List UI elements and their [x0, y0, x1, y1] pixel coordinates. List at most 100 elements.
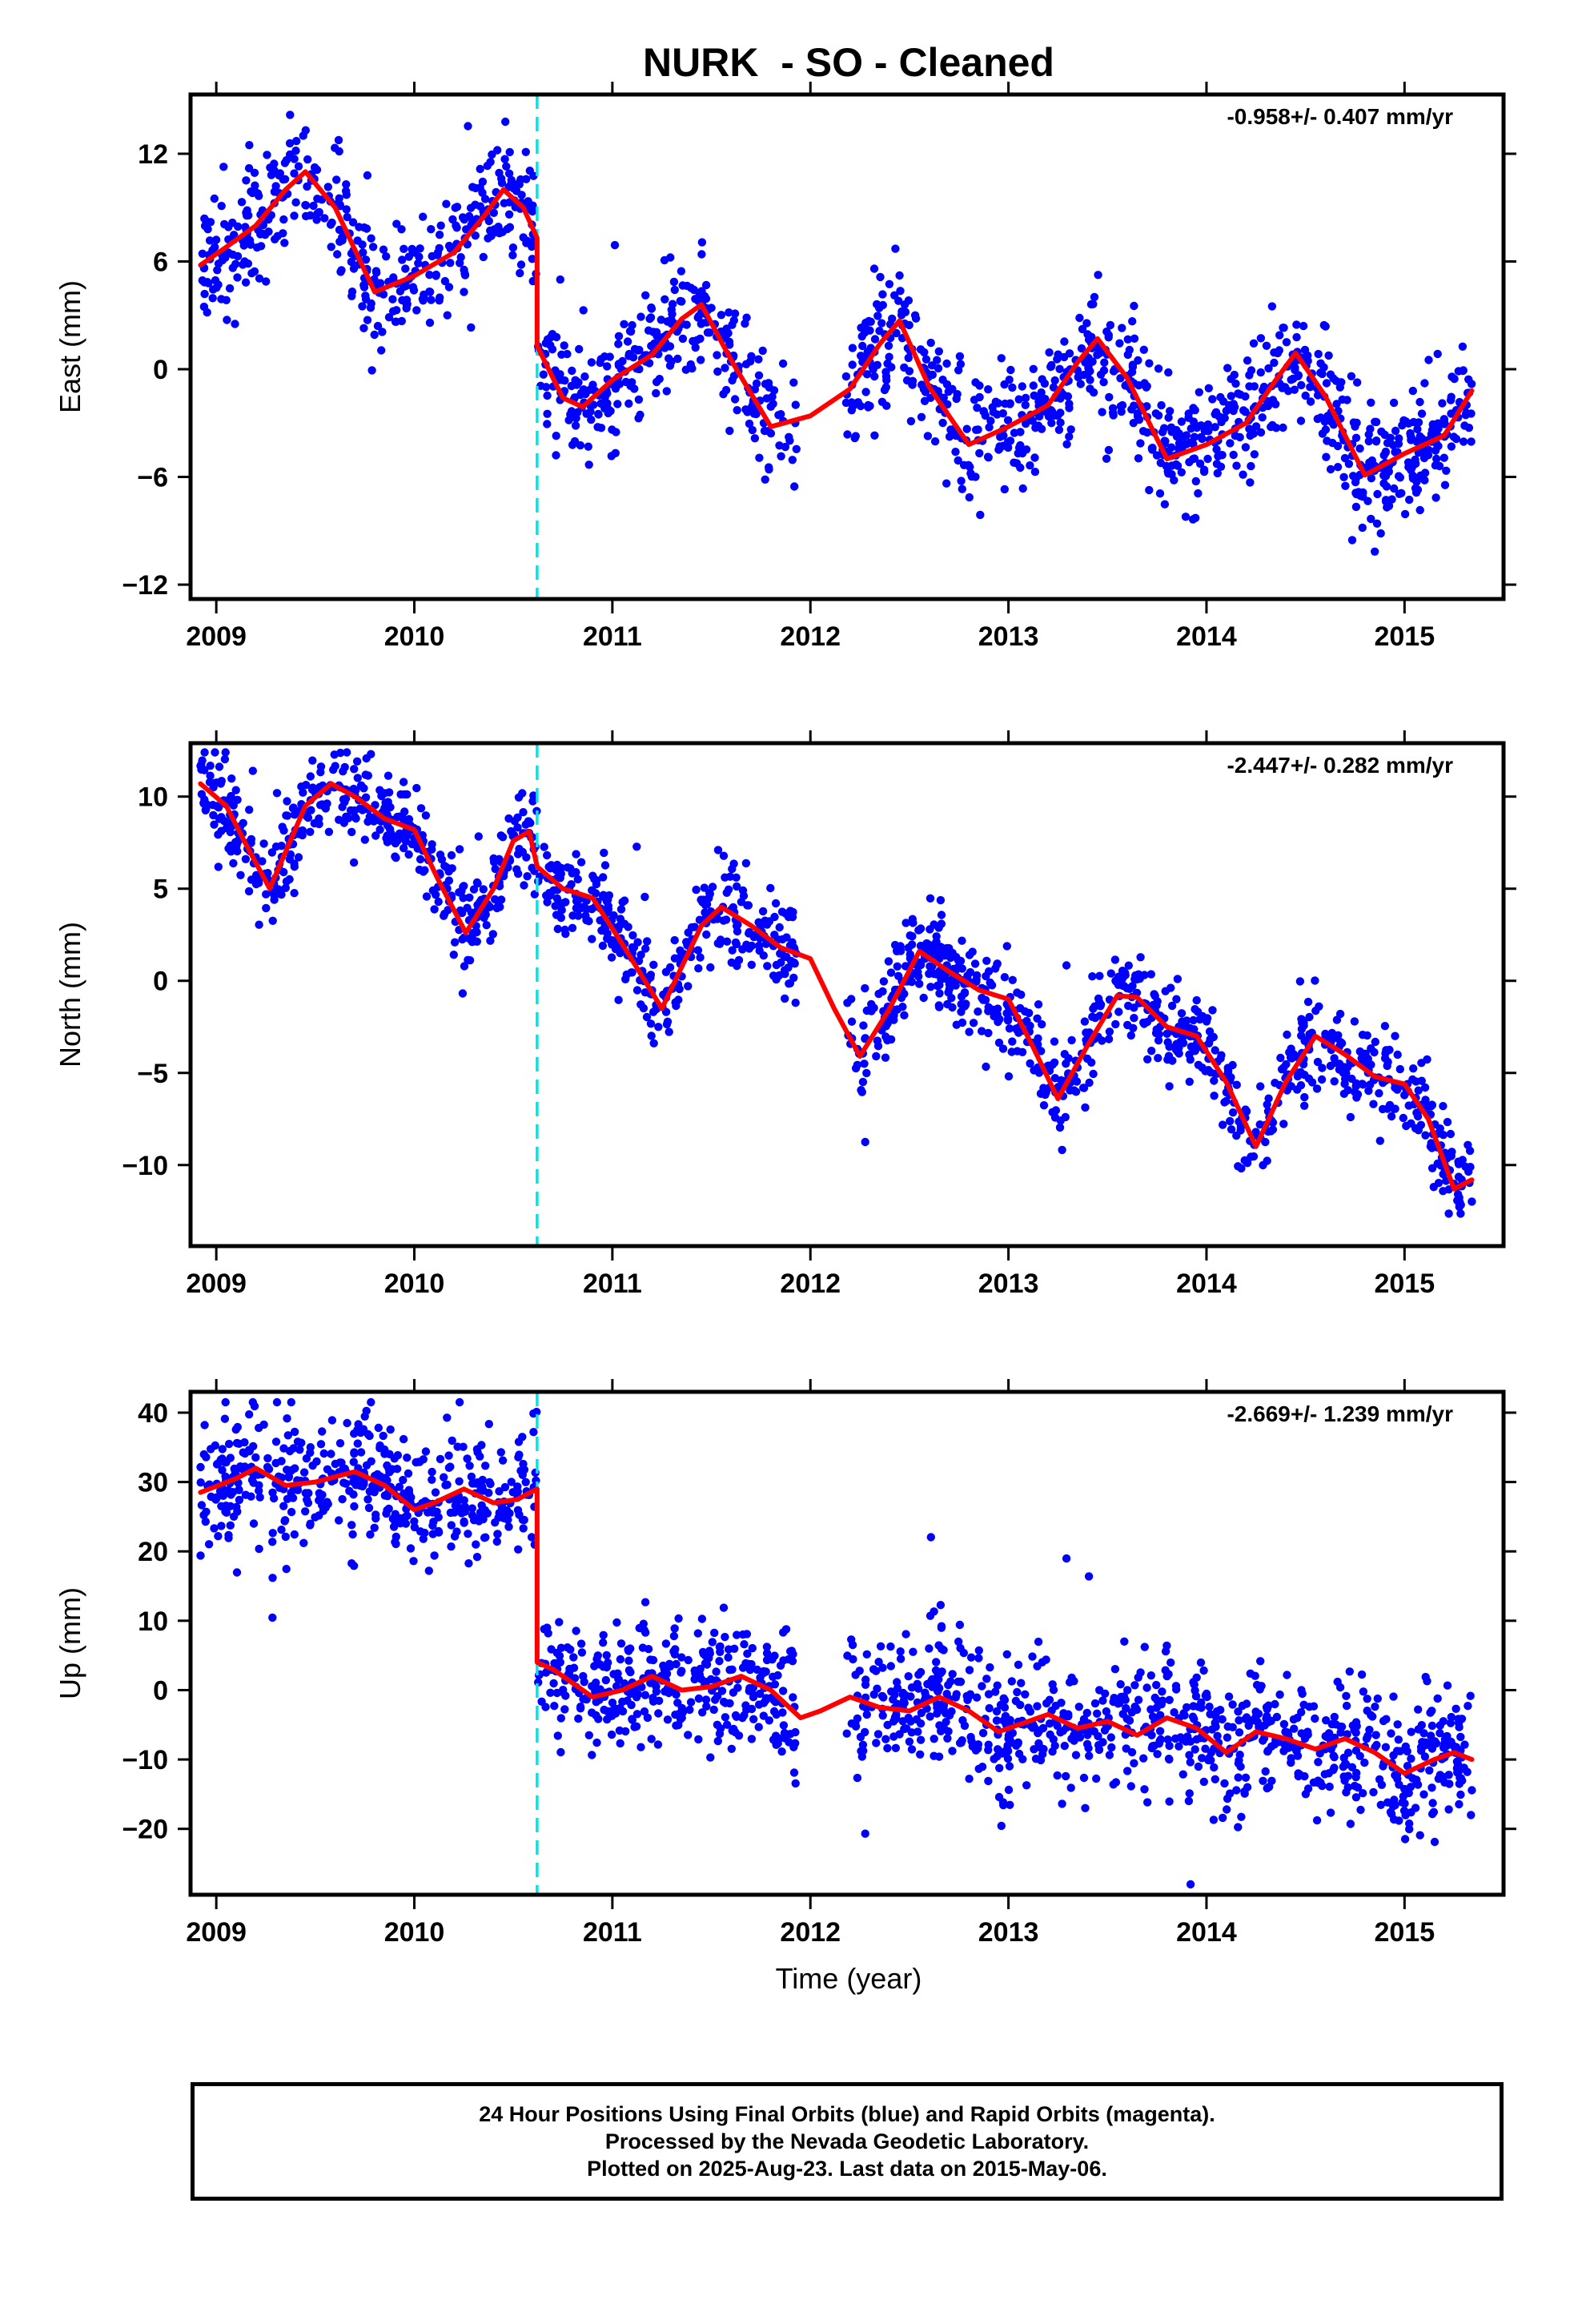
- data-point: [632, 1710, 642, 1719]
- data-point: [696, 334, 705, 344]
- data-point: [1240, 1789, 1249, 1798]
- data-point: [879, 1693, 888, 1702]
- data-point: [1088, 357, 1097, 366]
- data-point: [373, 321, 383, 331]
- data-point: [761, 916, 769, 925]
- data-point: [943, 947, 952, 957]
- data-point: [421, 1447, 431, 1456]
- data-point: [1129, 419, 1138, 428]
- data-point: [1005, 376, 1014, 384]
- data-point: [856, 1732, 865, 1742]
- data-point: [1041, 1090, 1050, 1100]
- data-point: [1337, 378, 1346, 387]
- data-point: [1358, 1080, 1367, 1088]
- data-point: [1229, 406, 1238, 416]
- data-point: [614, 340, 623, 348]
- data-point: [592, 1738, 601, 1747]
- data-point: [1389, 398, 1399, 408]
- data-point: [771, 899, 781, 908]
- data-point: [458, 935, 467, 944]
- data-point: [616, 1655, 625, 1664]
- data-point: [1000, 485, 1010, 494]
- data-point: [729, 372, 739, 380]
- data-point: [1442, 466, 1451, 475]
- data-point: [1300, 1092, 1309, 1102]
- data-point: [777, 452, 785, 460]
- data-point: [1022, 1781, 1031, 1790]
- data-point: [1220, 1779, 1229, 1788]
- data-point: [978, 1682, 986, 1691]
- data-point: [367, 299, 375, 308]
- data-point: [233, 838, 242, 848]
- data-point: [560, 341, 568, 350]
- data-point: [784, 1655, 793, 1664]
- data-point: [769, 386, 779, 395]
- data-point: [1045, 1719, 1054, 1728]
- data-point: [1004, 1731, 1014, 1740]
- data-point: [476, 1508, 485, 1517]
- data-point: [341, 187, 351, 195]
- data-point: [1123, 335, 1133, 344]
- data-point: [1030, 468, 1040, 476]
- data-point: [1238, 1701, 1247, 1711]
- data-point: [603, 362, 612, 371]
- data-point: [952, 394, 961, 404]
- data-point: [921, 355, 931, 364]
- data-point: [1439, 1717, 1448, 1726]
- data-point: [359, 283, 369, 292]
- data-point: [1174, 1742, 1183, 1751]
- data-point: [792, 444, 801, 453]
- y-tick-label: 10: [138, 1606, 168, 1637]
- plot-area-north: [196, 743, 1476, 1246]
- data-point: [867, 999, 876, 1009]
- data-point: [214, 1532, 223, 1541]
- data-point: [633, 938, 642, 947]
- data-point: [380, 1445, 389, 1454]
- data-point: [312, 215, 321, 224]
- data-point: [1094, 1741, 1103, 1750]
- data-point: [754, 918, 763, 927]
- data-point: [610, 240, 620, 250]
- data-point: [716, 1724, 725, 1733]
- data-point: [884, 341, 893, 350]
- data-point: [545, 888, 554, 898]
- plot-area-up: [196, 1392, 1476, 1895]
- data-point: [524, 197, 532, 206]
- data-point: [1165, 1797, 1174, 1806]
- data-point: [698, 1708, 707, 1717]
- data-point: [512, 865, 521, 874]
- data-point: [1216, 392, 1225, 402]
- data-point: [367, 1397, 375, 1407]
- data-point: [1184, 1796, 1194, 1806]
- data-point: [1413, 1780, 1423, 1789]
- data-point: [1111, 1019, 1120, 1029]
- data-point: [624, 399, 633, 408]
- data-point: [677, 297, 686, 306]
- data-point: [964, 460, 973, 469]
- data-point: [969, 1019, 978, 1027]
- data-point: [352, 757, 362, 766]
- data-point: [722, 1720, 732, 1729]
- data-point: [1328, 438, 1337, 448]
- data-point: [1403, 1762, 1412, 1771]
- data-point: [707, 304, 716, 312]
- data-point: [626, 327, 636, 336]
- data-point: [592, 879, 601, 889]
- data-point: [1014, 395, 1023, 404]
- data-point: [1178, 1017, 1186, 1026]
- data-point: [733, 961, 741, 971]
- data-point: [635, 1623, 644, 1633]
- data-point: [547, 1645, 556, 1654]
- data-point: [348, 218, 358, 227]
- data-point: [1455, 1779, 1464, 1788]
- data-point: [1393, 1720, 1402, 1729]
- data-point: [255, 1493, 264, 1502]
- data-point: [1341, 1075, 1350, 1084]
- data-point: [1256, 428, 1266, 437]
- data-point: [1433, 349, 1442, 359]
- data-point: [602, 1651, 611, 1660]
- data-point: [1051, 1106, 1061, 1115]
- data-point: [1016, 428, 1025, 436]
- data-point: [196, 1462, 205, 1472]
- data-point: [369, 817, 379, 826]
